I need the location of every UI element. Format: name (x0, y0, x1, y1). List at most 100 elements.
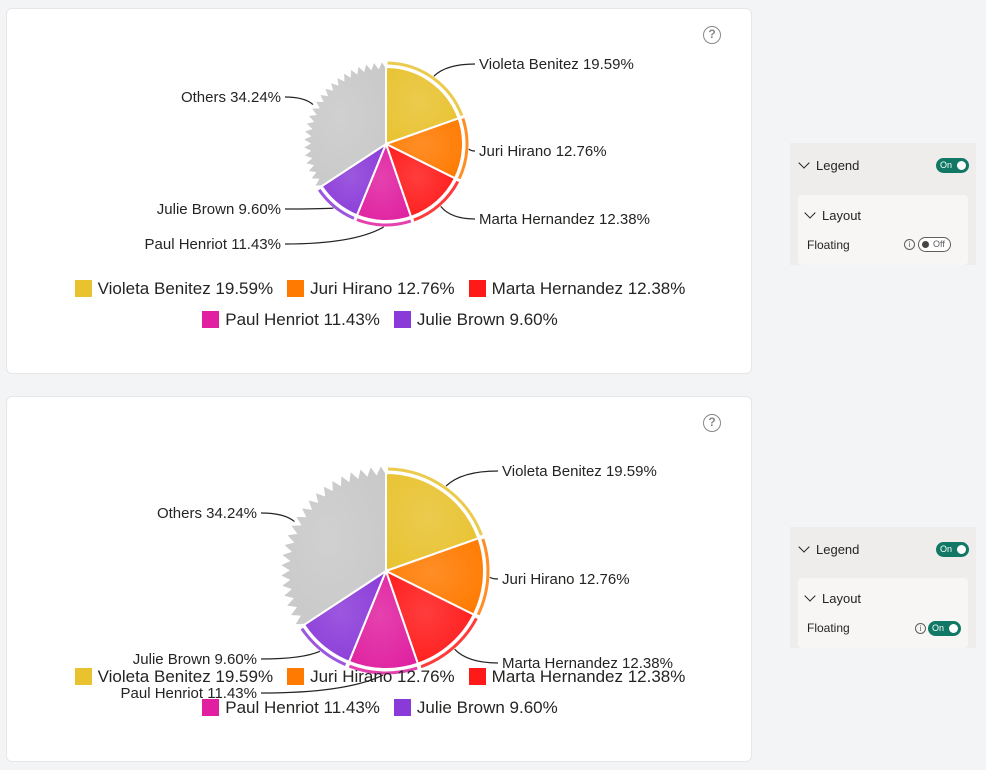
legend-toggle[interactable]: On (936, 158, 969, 173)
pie-slice-others[interactable] (299, 58, 387, 188)
chevron-down-icon (798, 157, 810, 169)
data-label: Paul Henriot 11.43% (145, 236, 281, 253)
legend-item[interactable]: Julie Brown 9.60% (393, 698, 558, 718)
toggle-knob (922, 241, 929, 248)
leader-line (445, 470, 499, 487)
leader-line (440, 206, 476, 220)
pie-slice-violeta-benitez[interactable] (385, 471, 480, 573)
legend-section-label: Legend (816, 541, 860, 557)
legend-label: Paul Henriot 11.43% (225, 697, 380, 717)
floating-toggle-label: On (932, 623, 945, 633)
legend-toggle[interactable]: On (936, 542, 969, 557)
legend-item[interactable]: Juri Hirano 12.76% (287, 667, 455, 687)
pie-slice-violeta-benitez-rim (387, 61, 464, 117)
legend-label: Marta Hernandez 12.38% (491, 666, 686, 686)
legend-section-header[interactable]: Legend (790, 155, 976, 175)
legend-label: Paul Henriot 11.43% (225, 309, 380, 329)
data-label: Marta Hernandez 12.38% (479, 211, 650, 228)
legend-label: Juri Hirano 12.76% (310, 278, 455, 298)
pie-slice-julie-brown-rim (300, 627, 347, 667)
leader-line (284, 207, 334, 210)
pie-slice-marta-hernandez-rim (413, 180, 460, 222)
legend-label: Julie Brown 9.60% (416, 309, 558, 329)
legend-toggle-label: On (940, 544, 953, 554)
legend-item[interactable]: Juri Hirano 12.76% (287, 279, 455, 299)
pie-slice-juri-hirano-rim (457, 118, 469, 180)
legend-bottom: Violeta Benitez 19.59% Juri Hirano 12.76… (7, 661, 753, 723)
legend-label: Violeta Benitez 19.59% (97, 666, 274, 686)
pie-slice-juri-hirano[interactable] (383, 117, 464, 180)
pie-slice-violeta-benitez[interactable] (385, 65, 460, 146)
chevron-down-icon (798, 541, 810, 553)
info-icon[interactable]: i (904, 239, 915, 250)
info-icon[interactable]: i (915, 623, 926, 634)
chevron-down-icon (804, 207, 816, 219)
format-panel-top: Legend On Layout Floating i Off (790, 143, 976, 265)
legend-item[interactable]: Paul Henriot 11.43% (202, 698, 380, 718)
legend-swatch-julie (393, 699, 411, 716)
pie-slice-marta-hernandez[interactable] (384, 569, 476, 665)
legend-label: Violeta Benitez 19.59% (97, 278, 274, 298)
format-panel-bottom: Legend On Layout Floating i On (790, 527, 976, 648)
chevron-down-icon (804, 590, 816, 602)
legend-section-header[interactable]: Legend (790, 539, 976, 559)
floating-toggle[interactable]: On (928, 621, 961, 636)
legend-label: Marta Hernandez 12.38% (491, 278, 686, 298)
pie-chart-card-bottom: ? Violeta Benitez 19.59% Juri Hirano 12.7… (6, 396, 752, 762)
toggle-knob (957, 161, 966, 170)
legend-toggle-label: On (940, 160, 953, 170)
data-label: Paul Henriot 11.43% (121, 685, 257, 702)
data-label: Others 34.24% (181, 89, 281, 106)
floating-toggle[interactable]: Off (918, 237, 951, 252)
layout-section-header[interactable]: Layout (798, 588, 968, 608)
legend-label: Juri Hirano 12.76% (310, 666, 455, 686)
pie-slice-marta-hernandez[interactable] (384, 142, 457, 219)
help-icon[interactable]: ? (703, 414, 721, 432)
legend-swatch-julie (393, 311, 411, 328)
pie-chart-bottom: Violeta Benitez 19.59% Juri Hirano 12.76%… (121, 462, 673, 702)
layout-section-label: Layout (822, 207, 862, 223)
data-label: Others 34.24% (157, 505, 257, 522)
legend-item[interactable]: Marta Hernandez 12.38% (468, 666, 686, 687)
pie-chart-top: Violeta Benitez 19.59% Juri Hirano 12.76%… (145, 56, 650, 253)
layout-section: Layout Floating i Off (798, 195, 968, 265)
help-icon[interactable]: ? (703, 26, 721, 44)
leader-line (489, 576, 499, 580)
legend-swatch-juri (287, 280, 305, 297)
pie-slice-marta-hernandez-rim (420, 617, 478, 669)
floating-label: Floating (807, 621, 850, 635)
legend-item[interactable]: Julie Brown 9.60% (393, 309, 558, 330)
data-label: Violeta Benitez 19.59% (479, 56, 634, 73)
pie-slice-juri-hirano-rim (476, 538, 490, 616)
legend-item[interactable]: Violeta Benitez 19.59% (74, 278, 274, 299)
floating-label: Floating (807, 238, 850, 252)
leader-line (284, 96, 314, 106)
toggle-knob (949, 624, 958, 633)
data-label: Julie Brown 9.60% (133, 651, 257, 668)
data-label: Violeta Benitez 19.59% (502, 463, 657, 480)
leader-line (260, 674, 384, 694)
legend-swatch-violeta (74, 280, 92, 297)
pie-slice-others[interactable] (277, 462, 387, 627)
legend-item[interactable]: Paul Henriot 11.43% (202, 310, 380, 330)
data-label: Marta Hernandez 12.38% (502, 655, 673, 672)
legend-item[interactable]: Violeta Benitez 19.59% (74, 666, 274, 687)
data-label: Juri Hirano 12.76% (479, 143, 607, 160)
legend-top: Violeta Benitez 19.59% Juri Hirano 12.76… (7, 273, 753, 335)
legend-item[interactable]: Marta Hernandez 12.38% (468, 278, 686, 299)
data-label: Julie Brown 9.60% (157, 201, 281, 218)
leader-line (454, 648, 499, 664)
leader-line (284, 226, 384, 245)
leader-line (260, 650, 321, 660)
leader-line (260, 512, 295, 523)
leader-line (433, 63, 476, 77)
pie-slice-juri-hirano[interactable] (383, 537, 485, 617)
pie-slice-paul-henriot[interactable] (347, 568, 420, 670)
pie-slice-paul-henriot-rim (348, 664, 418, 675)
legend-swatch-paul (202, 699, 220, 716)
leader-line (468, 148, 476, 152)
layout-section-header[interactable]: Layout (798, 205, 968, 225)
layout-section: Layout Floating i On (798, 578, 968, 648)
pie-chart-card-top: ? Violeta Benitez 19.59% Juri Hirano 12.7… (6, 8, 752, 374)
legend-swatch-violeta (74, 668, 92, 685)
